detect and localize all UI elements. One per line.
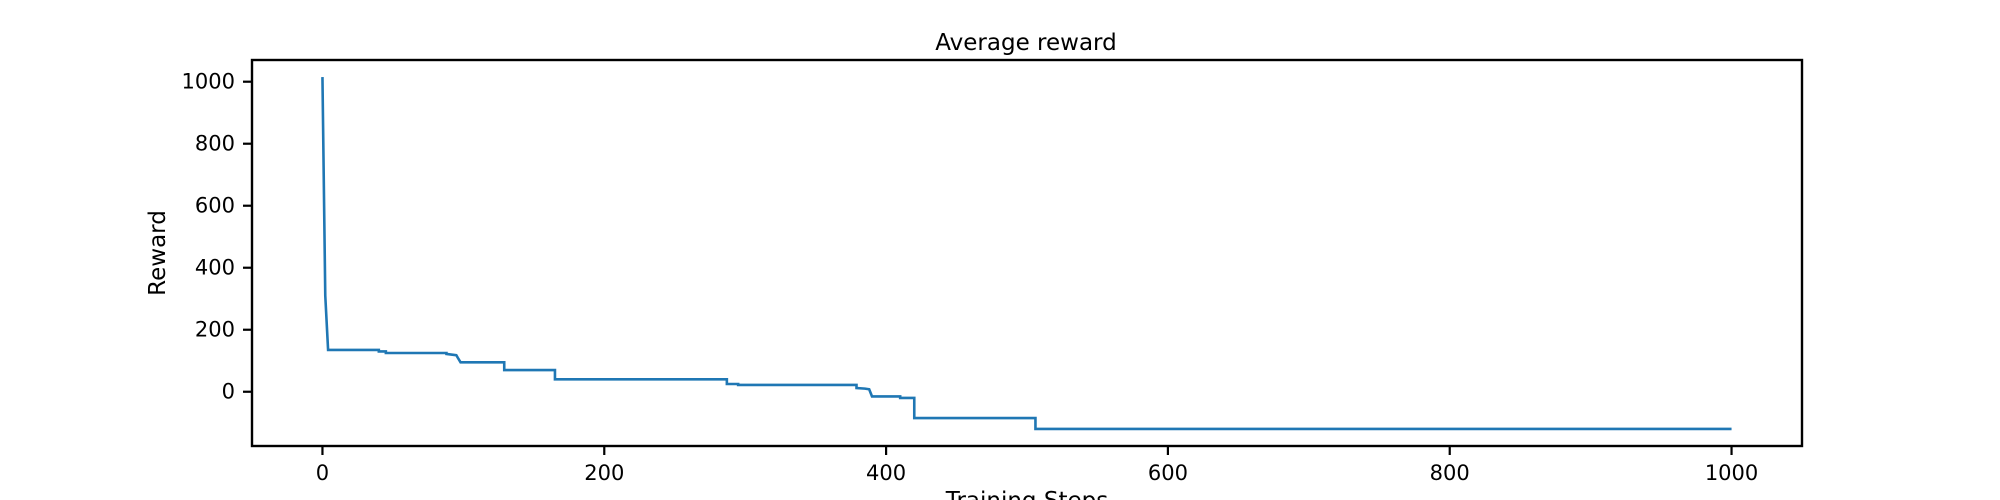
y-tick-label: 400 xyxy=(195,256,235,280)
x-tick-label: 600 xyxy=(1148,461,1188,485)
x-tick-label: 800 xyxy=(1430,461,1470,485)
chart-title: Average reward xyxy=(935,30,1116,56)
series-line xyxy=(321,77,1732,431)
y-axis-ticks: 0 200 400 600 800 1000 xyxy=(182,70,252,404)
y-tick-label: 200 xyxy=(195,318,235,342)
plot-frame xyxy=(250,58,1804,448)
x-tick-label: 1000 xyxy=(1705,461,1758,485)
y-tick-label: 0 xyxy=(222,380,235,404)
plot-area xyxy=(250,58,1804,448)
x-tick-label: 0 xyxy=(316,461,329,485)
y-tick-label: 600 xyxy=(195,194,235,218)
x-tick-label: 200 xyxy=(584,461,624,485)
x-axis-ticks: 0 200 400 600 800 1000 xyxy=(316,446,1758,485)
x-tick-label: 400 xyxy=(866,461,906,485)
x-axis-label: Training Steps xyxy=(945,488,1108,500)
y-tick-label: 1000 xyxy=(182,70,235,94)
y-tick-label: 800 xyxy=(195,132,235,156)
y-axis-label: Reward xyxy=(145,210,171,296)
